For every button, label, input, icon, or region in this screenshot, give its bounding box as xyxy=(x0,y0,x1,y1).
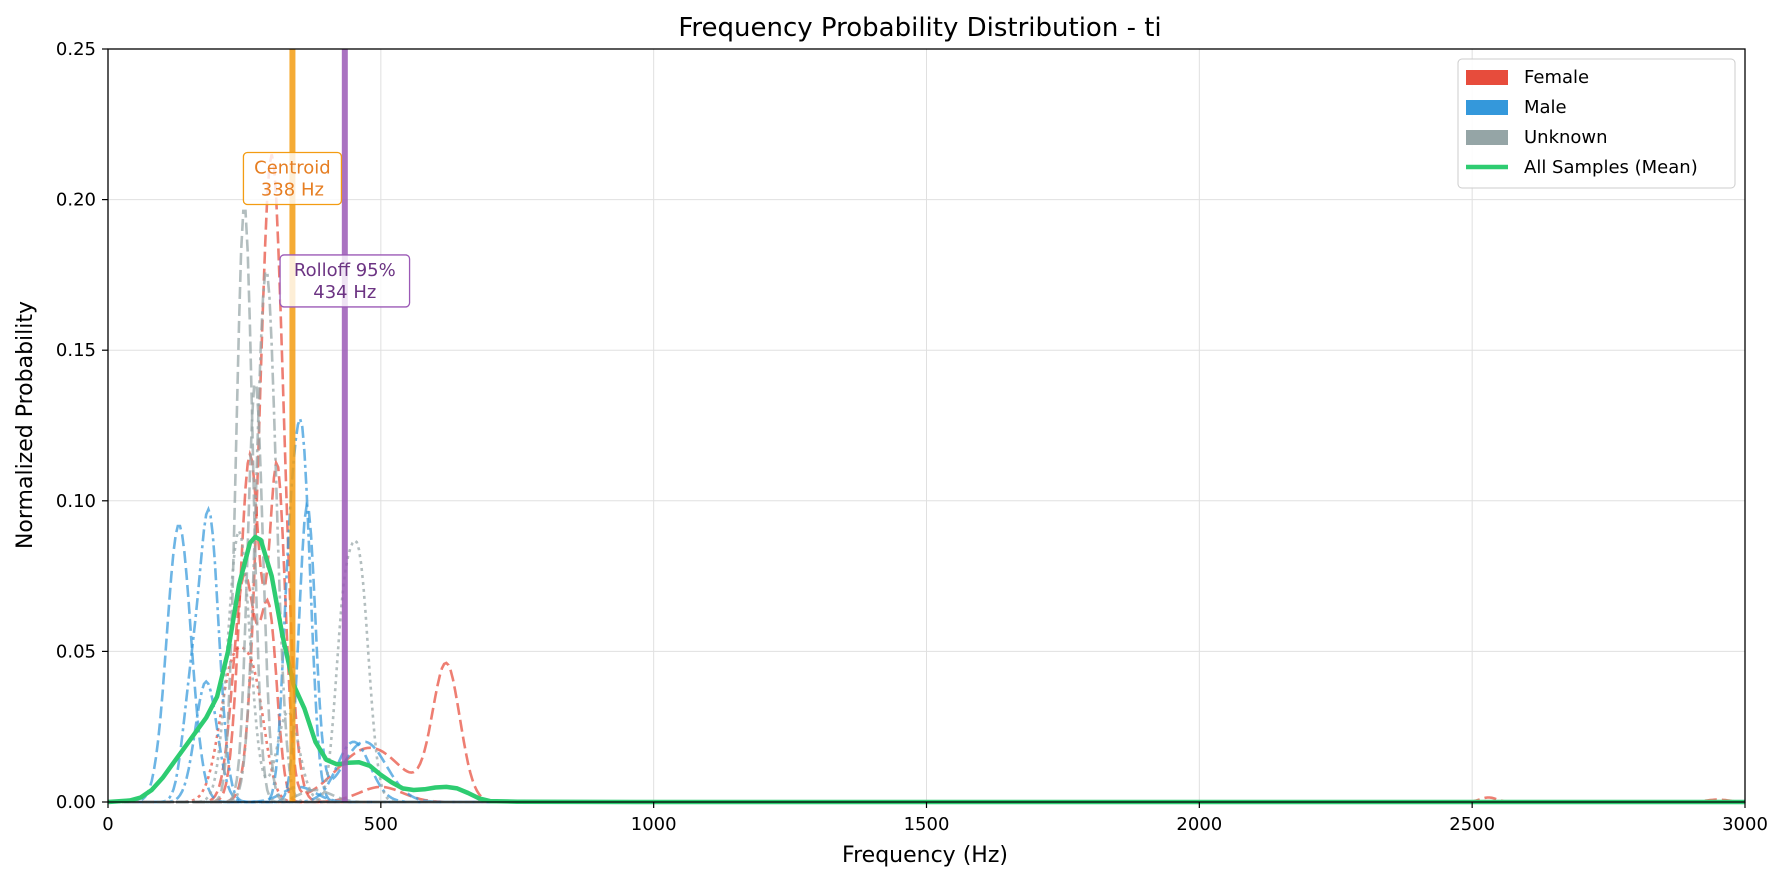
y-axis-label: Normalized Probability xyxy=(13,301,38,549)
legend-frame xyxy=(1457,58,1736,189)
legend: Female Male Unknown All Samples (Mean) xyxy=(1457,58,1736,189)
x-tick-label: 2000 xyxy=(1176,814,1222,835)
y-tick-label: 0.00 xyxy=(56,792,96,813)
mean-series-group xyxy=(107,534,1745,805)
chart-title: Frequency Probability Distribution - ti xyxy=(678,13,1161,43)
x-axis-label: Frequency (Hz) xyxy=(842,843,1008,868)
legend-swatch xyxy=(1466,100,1508,115)
grid xyxy=(108,49,1745,802)
mean-series-line xyxy=(107,534,1745,805)
legend-label: Male xyxy=(1524,97,1567,118)
x-tick-label: 1500 xyxy=(904,814,950,835)
y-tick-label: 0.15 xyxy=(56,340,96,361)
y-tick-label: 0.25 xyxy=(56,39,96,60)
legend-swatch xyxy=(1466,130,1508,145)
x-tick-label: 1000 xyxy=(631,814,677,835)
legend-swatch xyxy=(1466,70,1508,85)
axes: 0 500 1000 1500 2000 2500 3000 0.00 0.05 0.10 0.15… xyxy=(56,39,1768,835)
x-tick-label: 500 xyxy=(364,814,398,835)
legend-label: Unknown xyxy=(1524,127,1608,148)
annotation-frame xyxy=(242,151,343,206)
y-tick-label: 0.05 xyxy=(56,641,96,662)
annotation-text: 338 Hz xyxy=(261,180,324,201)
x-tick-label: 0 xyxy=(102,814,113,835)
annotation-text: 434 Hz xyxy=(313,282,376,303)
x-tick-label: 3000 xyxy=(1722,814,1768,835)
legend-label: Female xyxy=(1524,67,1589,88)
annotation-text: Rolloff 95% xyxy=(294,260,396,281)
annotation-text: Centroid xyxy=(254,158,331,179)
x-tick-label: 2500 xyxy=(1449,814,1495,835)
y-tick-label: 0.20 xyxy=(56,190,96,211)
legend-label: All Samples (Mean) xyxy=(1524,157,1698,178)
annotation-box: Rolloff 95%434 Hz xyxy=(279,254,411,308)
y-tick-label: 0.10 xyxy=(56,491,96,512)
annotation-frame xyxy=(279,254,411,308)
